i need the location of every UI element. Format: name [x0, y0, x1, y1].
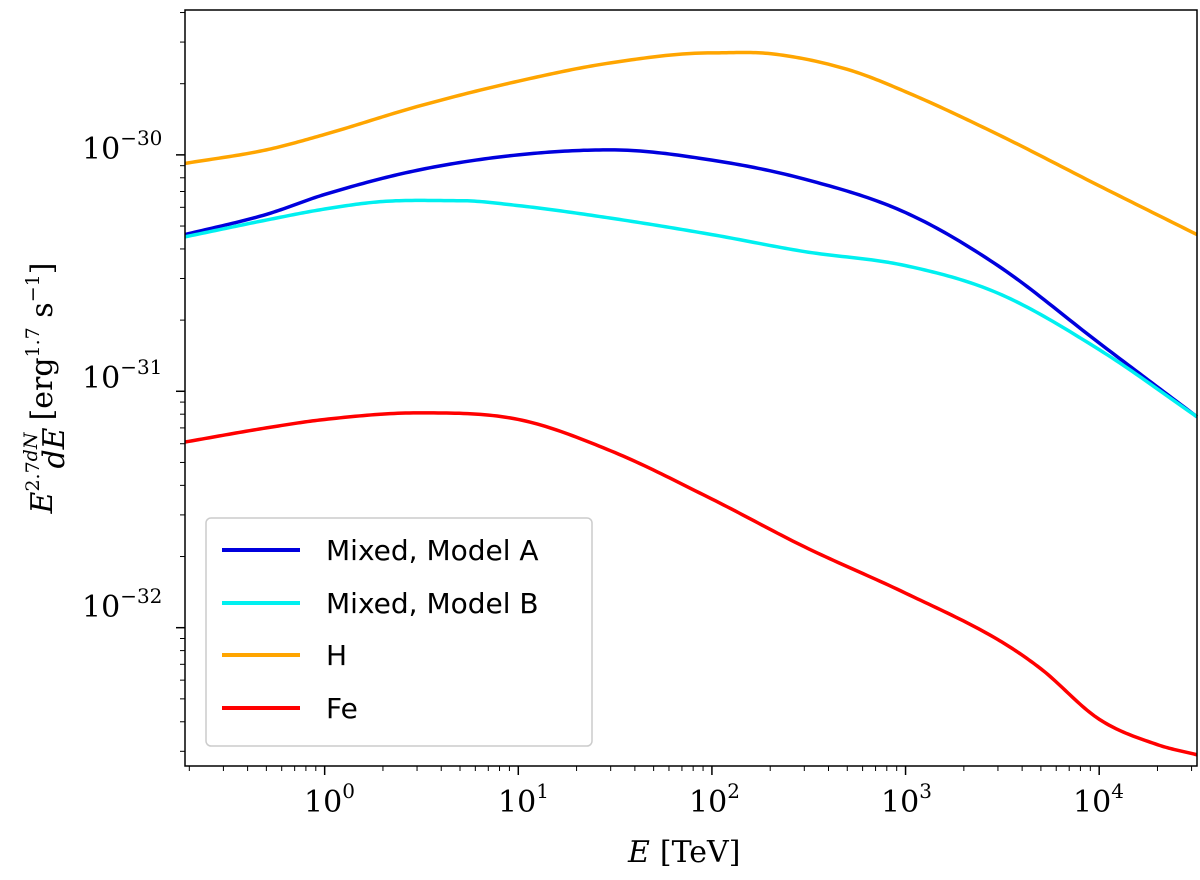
series-line-mixed-model-b	[184, 198, 1198, 419]
x-tick-label: 103	[881, 779, 932, 820]
legend-label-fe: Fe	[326, 692, 358, 725]
svg-text:E2.7dN [erg1.7 s−1]: E2.7dN [erg1.7 s−1]	[20, 263, 60, 515]
y-axis-label-denominator: dE	[37, 427, 72, 468]
x-tick-label: 100	[304, 779, 355, 820]
legend-label-mixed-model-a: Mixed, Model A	[326, 534, 539, 567]
legend-label-h: H	[326, 639, 347, 672]
y-axis-label: E2.7dN [erg1.7 s−1] dE	[20, 263, 72, 515]
y-tick-label: 10−31	[82, 355, 162, 396]
plot-frame	[184, 9, 1198, 767]
x-tick-labels: 100 101 102 103 104	[304, 779, 1124, 820]
x-axis-label: E [TeV]	[627, 835, 740, 870]
series-layer	[184, 50, 1199, 757]
x-tick-label: 101	[498, 779, 549, 820]
y-tick-labels: 10−30 10−31 10−32	[82, 126, 162, 625]
legend-label-mixed-model-b: Mixed, Model B	[326, 587, 539, 620]
x-tick-label: 102	[689, 779, 740, 820]
y-tick-label: 10−30	[82, 126, 162, 167]
y-tick-label: 10−32	[82, 584, 162, 625]
legend: Mixed, Model A Mixed, Model B H Fe	[205, 517, 593, 747]
series-line-mixed-model-a	[184, 148, 1199, 419]
series-line-h	[184, 50, 1198, 237]
x-tick-label: 104	[1073, 779, 1124, 820]
series-line-fe	[184, 411, 1198, 757]
tick-layer	[176, 12, 1193, 775]
legend-box	[205, 517, 593, 747]
